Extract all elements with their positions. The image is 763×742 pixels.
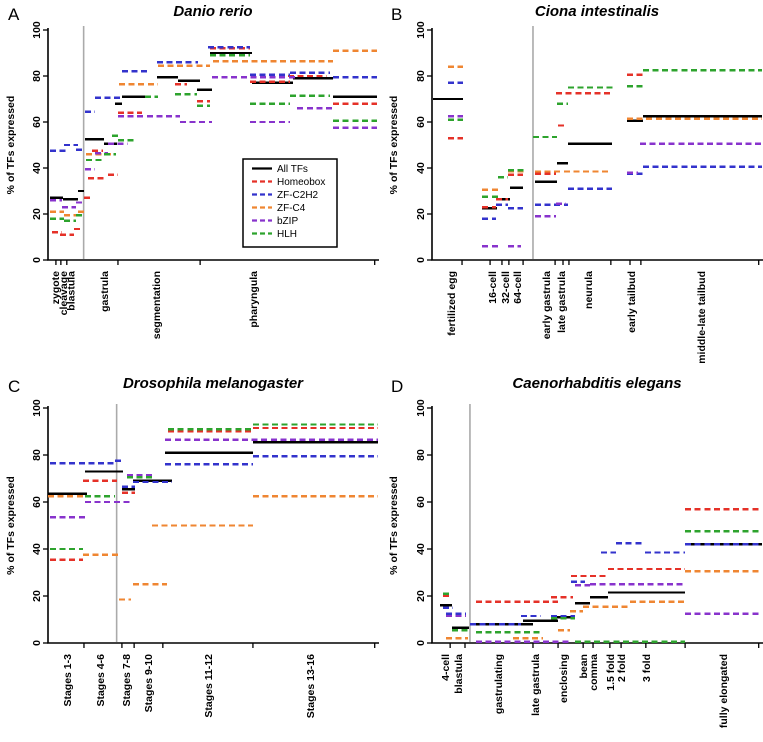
- panel-a-chart: 0 20 40 60 80 100 % of TFs expressed zygoteclea…: [5, 21, 379, 339]
- legend-label: bZIP: [277, 216, 298, 227]
- panel-b-chart: 0 20 40 60 80 100 % of TFs expressed fertilized…: [388, 21, 763, 364]
- y-tick-label: 40: [415, 162, 427, 174]
- stage-label: 2 fold: [616, 654, 628, 682]
- stage-label: fertilized egg: [446, 271, 458, 336]
- y-tick-label: 20: [415, 208, 427, 220]
- stage-label: comma: [588, 654, 600, 691]
- stage-label: pharyngula: [248, 271, 260, 328]
- y-tick-label: 40: [415, 543, 427, 555]
- y-tick-label: 100: [415, 21, 427, 39]
- stage-label: neurula: [583, 271, 595, 309]
- stage-label: 64-cell: [512, 271, 524, 304]
- stage-label: bean: [578, 654, 590, 679]
- stage-label: 1.5 fold: [605, 654, 617, 691]
- panel-d-title: Caenorhabditis elegans: [512, 375, 682, 392]
- y-tick-label: 40: [31, 162, 43, 174]
- y-tick-label: 80: [415, 449, 427, 461]
- y-axis-label: % of TFs expressed: [5, 476, 17, 575]
- stage-label: Stages 1-3: [62, 654, 74, 707]
- stage-label: enclosing: [558, 654, 570, 703]
- legend-label: All TFs: [277, 164, 308, 175]
- panel-b-letter: B: [391, 5, 403, 24]
- stage-label: segmentation: [151, 271, 163, 339]
- y-axis-label: % of TFs expressed: [5, 96, 17, 195]
- y-axis-label: % of TFs expressed: [388, 96, 400, 195]
- panel-c-title: Drosophila melanogaster: [122, 375, 304, 392]
- stage-label: zygote: [50, 271, 62, 304]
- stage-label: Stages 4-6: [95, 654, 107, 707]
- stage-label: Stages 9-10: [143, 654, 155, 713]
- stage-label: blastula: [65, 271, 77, 311]
- stage-label: early gastrula: [541, 271, 553, 339]
- y-tick-label: 80: [31, 70, 43, 82]
- stage-label: fully elongated: [718, 654, 730, 728]
- y-tick-label: 20: [31, 208, 43, 220]
- y-tick-label: 0: [31, 640, 43, 646]
- stage-label: 3 fold: [641, 654, 653, 682]
- panel-a-title: Danio rerio: [173, 3, 253, 20]
- y-tick-label: 60: [415, 496, 427, 508]
- y-tick-label: 60: [415, 116, 427, 128]
- y-tick-label: 100: [415, 399, 427, 417]
- legend-label: ZF-C4: [277, 203, 306, 214]
- stage-label: gastrulating: [493, 654, 505, 714]
- stage-label: Stages 11-12: [203, 654, 215, 718]
- legend-box: [242, 158, 338, 248]
- legend-label: HLH: [277, 229, 297, 240]
- stage-label: 16-cell: [487, 271, 499, 304]
- y-axis-label: % of TFs expressed: [388, 476, 400, 575]
- panel-a-letter: A: [8, 5, 20, 24]
- stage-label: Stages 13-16: [305, 654, 317, 718]
- panel-b-title: Ciona intestinalis: [534, 3, 660, 20]
- stage-label: 32-cell: [500, 271, 512, 304]
- y-tick-label: 0: [415, 257, 427, 263]
- y-tick-label: 80: [415, 70, 427, 82]
- stage-label: late gastrula: [530, 654, 542, 716]
- stage-label: cleavage: [58, 271, 70, 316]
- y-tick-label: 20: [31, 590, 43, 602]
- legend-label: Homeobox: [277, 177, 325, 188]
- y-tick-label: 40: [31, 543, 43, 555]
- stage-label: middle-late tailbud: [696, 271, 708, 364]
- stage-label: gastrula: [99, 271, 111, 312]
- panel-c-chart: 0 20 40 60 80 100 % of TFs expressed Stages 1-3…: [5, 399, 379, 718]
- panel-c-letter: C: [8, 377, 21, 396]
- y-tick-label: 100: [31, 21, 43, 39]
- stage-label: early tailbud: [626, 271, 638, 333]
- panel-d-chart: 0 20 40 60 80 100 % of TFs expressed 4-cell blas…: [388, 399, 763, 728]
- y-tick-label: 0: [31, 257, 43, 263]
- y-tick-label: 100: [31, 399, 43, 417]
- stage-label: 4-cell: [440, 654, 452, 681]
- stage-label: Stages 7-8: [121, 654, 133, 707]
- panel-d-letter: D: [391, 377, 404, 396]
- y-tick-label: 60: [31, 496, 43, 508]
- stage-label: blastula: [453, 654, 465, 694]
- stage-label: late gastrula: [556, 271, 568, 333]
- y-tick-label: 80: [31, 449, 43, 461]
- y-tick-label: 20: [415, 590, 427, 602]
- y-tick-label: 0: [415, 640, 427, 646]
- y-tick-label: 60: [31, 116, 43, 128]
- legend-label: ZF-C2H2: [277, 190, 319, 201]
